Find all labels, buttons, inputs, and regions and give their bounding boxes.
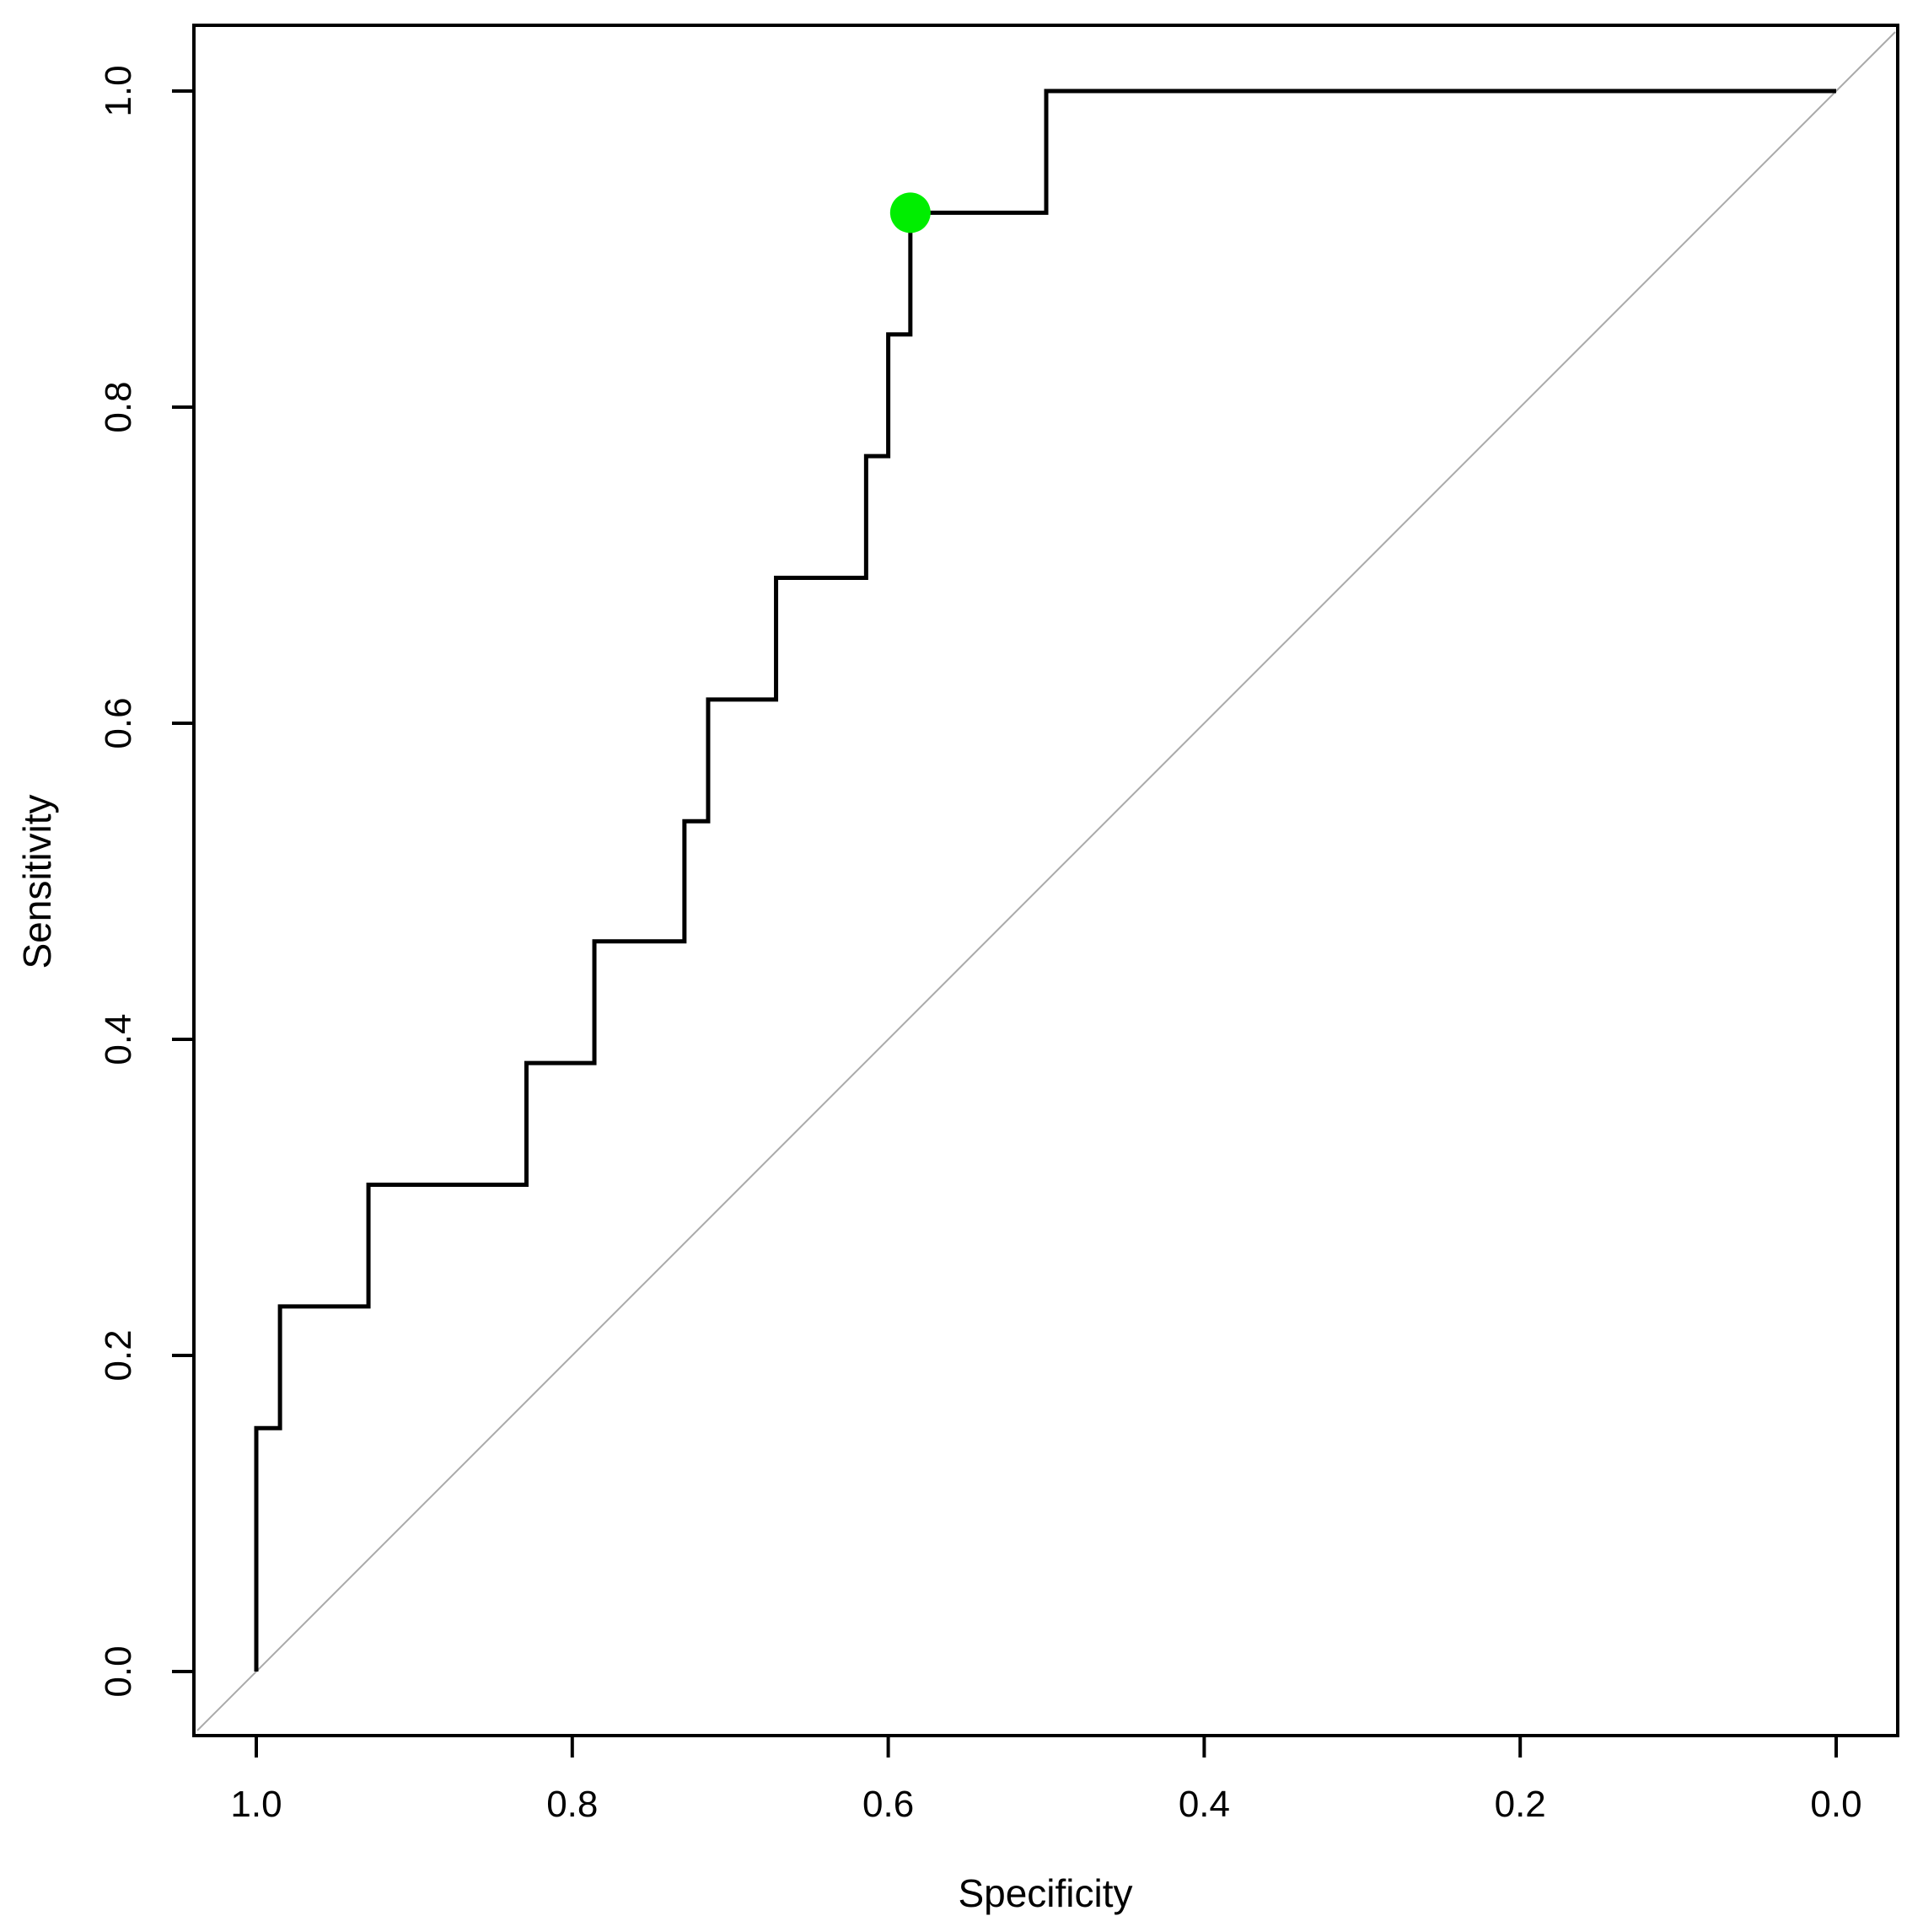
y-tick-label: 0.0	[98, 1645, 139, 1697]
roc-curve-line	[254, 89, 1836, 1672]
x-tick-label: 0.4	[1179, 1784, 1230, 1825]
x-axis: 1.0 0.8 0.6 0.4 0.2 0.0	[230, 1736, 1862, 1825]
reference-layer	[196, 31, 1896, 1731]
y-tick-label: 0.8	[98, 381, 139, 432]
y-tick-label: 0.4	[98, 1013, 139, 1065]
x-tick-label: 0.8	[546, 1784, 598, 1825]
plot-frame	[192, 24, 1899, 1737]
reference-diagonal	[196, 31, 1896, 1731]
x-tick-label: 0.0	[1810, 1784, 1861, 1825]
x-tick-label: 0.2	[1495, 1784, 1546, 1825]
highlight-layer	[889, 192, 931, 233]
y-axis-title: Sensitivity	[15, 794, 59, 969]
x-axis-title: Specificity	[958, 1871, 1132, 1915]
x-tick-label: 1.0	[230, 1784, 282, 1825]
y-tick-label: 0.2	[98, 1329, 139, 1381]
x-tick-label: 0.6	[862, 1784, 914, 1825]
series-layer	[254, 89, 1836, 1672]
y-axis: 0.0 0.2 0.4 0.6 0.8 1.0	[98, 65, 194, 1698]
y-tick-label: 0.6	[98, 697, 139, 749]
optimal-cutoff-point	[889, 192, 931, 233]
y-tick-label: 1.0	[98, 65, 139, 116]
